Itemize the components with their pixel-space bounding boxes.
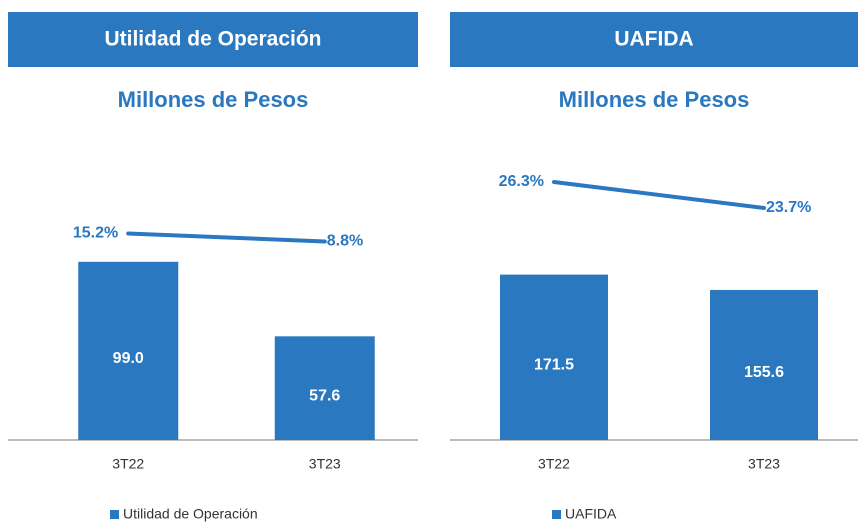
- line-value-label: 23.7%: [766, 199, 811, 216]
- legend-label: UAFIDA: [565, 506, 617, 522]
- bar: [78, 261, 179, 440]
- bar-value-label: 171.5: [534, 357, 574, 374]
- legend-swatch: [110, 510, 119, 519]
- bar: [500, 274, 608, 440]
- bar: [274, 336, 375, 440]
- bar: [710, 289, 818, 440]
- header-box: [8, 12, 418, 67]
- line-value-label: 26.3%: [499, 173, 544, 190]
- legend-label: Utilidad de Operación: [123, 506, 258, 522]
- margin-line: [552, 180, 766, 210]
- chart-subtitle: Millones de Pesos: [118, 87, 309, 112]
- header-box: [450, 12, 858, 67]
- line-value-label: 8.8%: [327, 233, 363, 250]
- x-tick-label: 3T22: [112, 456, 144, 472]
- margin-line: [126, 231, 327, 244]
- header-title: Utilidad de Operación: [104, 28, 321, 51]
- x-tick-label: 3T23: [748, 456, 780, 472]
- bar-value-label: 57.6: [309, 387, 340, 404]
- legend-swatch: [552, 510, 561, 519]
- chart-subtitle: Millones de Pesos: [559, 87, 750, 112]
- x-tick-label: 3T23: [309, 456, 341, 472]
- bar-value-label: 155.6: [744, 364, 784, 381]
- header-title: UAFIDA: [614, 28, 693, 51]
- bar-value-label: 99.0: [113, 350, 144, 367]
- line-value-label: 15.2%: [73, 225, 118, 242]
- x-tick-label: 3T22: [538, 456, 570, 472]
